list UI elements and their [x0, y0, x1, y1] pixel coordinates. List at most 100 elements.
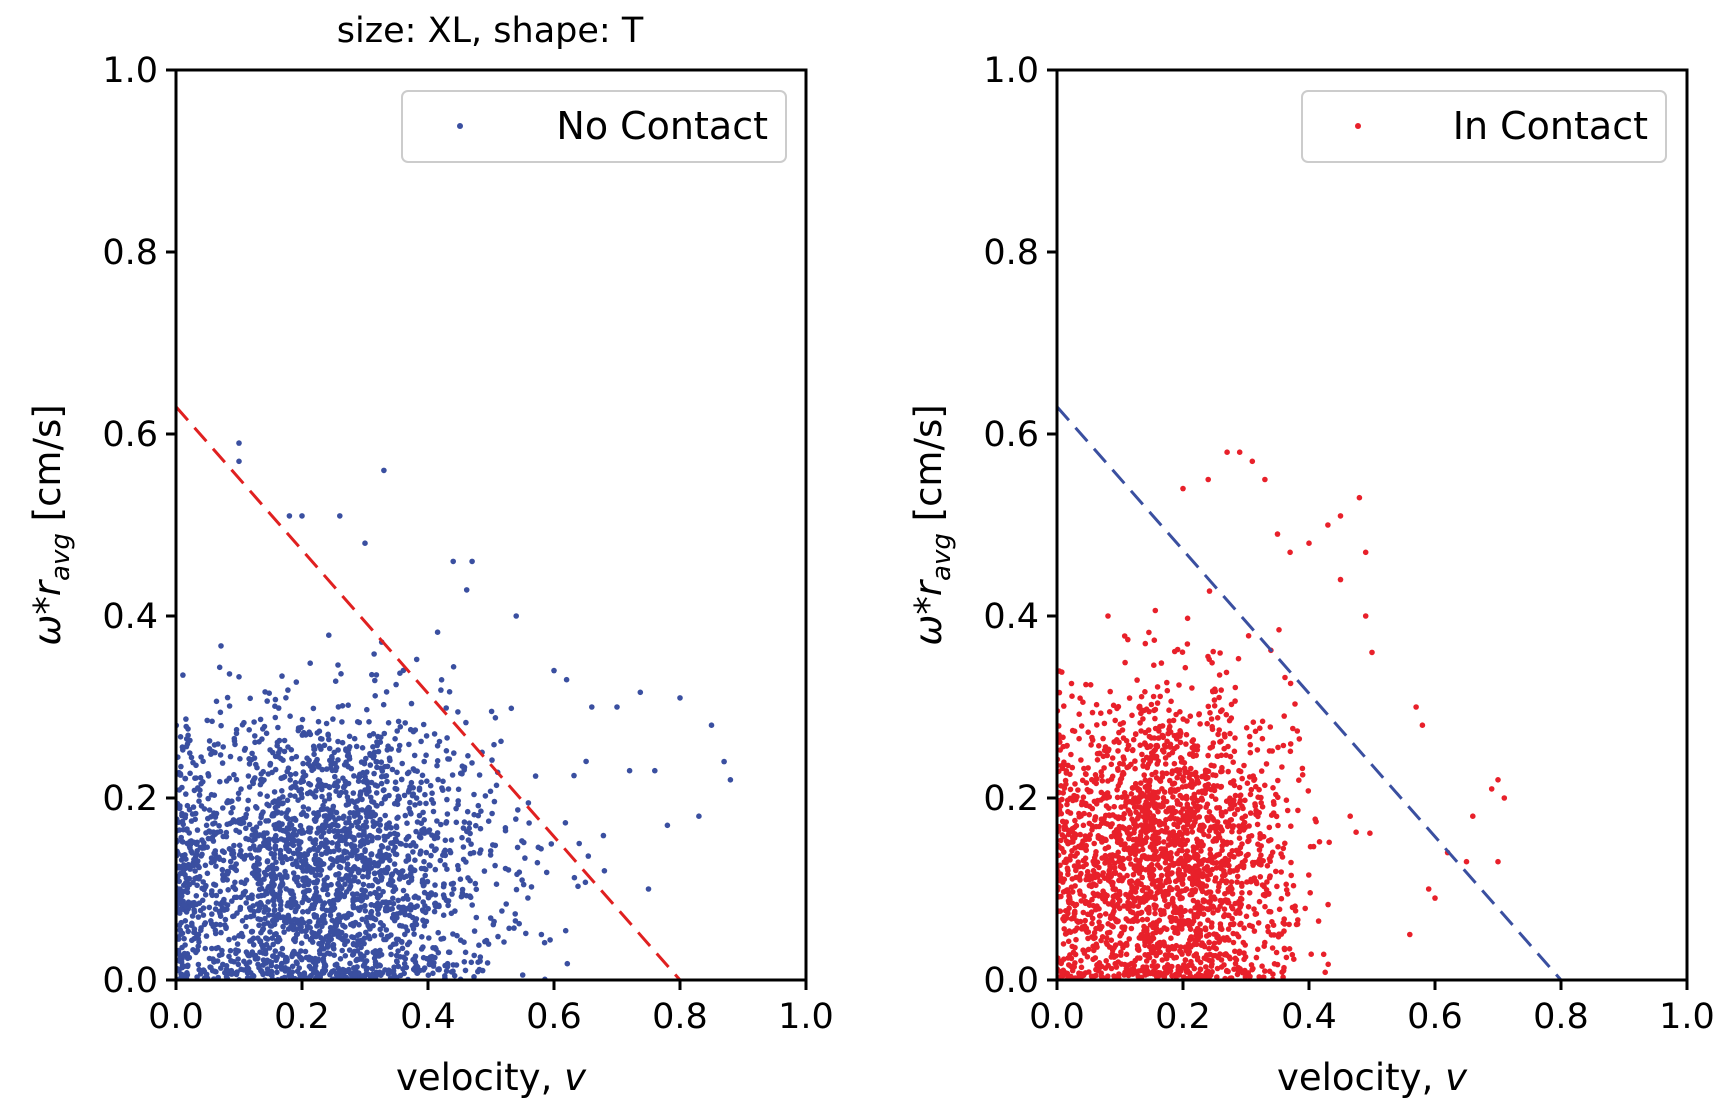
scatter-point	[1182, 957, 1189, 963]
scatter-point	[280, 923, 286, 930]
scatter-point	[1225, 912, 1231, 919]
scatter-point	[516, 869, 523, 875]
scatter-point	[388, 825, 394, 831]
scatter-point	[324, 944, 331, 950]
scatter-point	[1093, 701, 1100, 708]
scatter-point	[277, 914, 284, 921]
scatter-point	[1085, 935, 1091, 942]
scatter-point	[502, 827, 509, 834]
y-tick-label: 0.8	[102, 233, 158, 273]
scatter-point	[443, 748, 450, 754]
scatter-point	[391, 861, 398, 867]
scatter-point	[346, 886, 353, 892]
scatter-point	[1139, 846, 1146, 853]
scatter-point	[1159, 774, 1166, 780]
scatter-point	[1068, 751, 1074, 758]
scatter-point	[1126, 892, 1132, 898]
scatter-point	[1179, 923, 1185, 929]
scatter-point	[312, 892, 318, 899]
scatter-point	[383, 936, 389, 943]
scatter-point	[1274, 961, 1281, 968]
scatter-point	[254, 901, 261, 907]
y-tick-label: 0.4	[102, 597, 158, 637]
scatter-point	[314, 730, 321, 736]
scatter-point	[330, 944, 337, 951]
scatter-point	[227, 799, 233, 805]
scatter-point	[313, 872, 320, 878]
scatter-point	[261, 892, 267, 898]
scatter-point	[1163, 770, 1170, 777]
scatter-point	[199, 837, 205, 843]
scatter-point	[1157, 907, 1164, 914]
scatter-point	[311, 857, 318, 863]
scatter-point	[257, 938, 264, 944]
scatter-point	[458, 893, 465, 900]
scatter-point	[306, 878, 312, 884]
scatter-point	[355, 869, 362, 876]
scatter-point	[406, 879, 412, 886]
scatter-point	[1157, 693, 1163, 700]
scatter-point	[341, 848, 348, 854]
scatter-point	[1210, 838, 1216, 844]
scatter-point	[1236, 823, 1242, 829]
scatter-point	[298, 779, 304, 785]
scatter-point	[262, 915, 268, 922]
scatter-point	[399, 904, 405, 911]
scatter-point	[1059, 845, 1065, 852]
scatter-point	[562, 927, 569, 934]
scatter-point	[202, 920, 209, 926]
scatter-point	[258, 929, 264, 936]
scatter-point	[1227, 753, 1234, 760]
scatter-point	[1168, 935, 1174, 941]
scatter-point	[1145, 854, 1152, 860]
scatter-point	[1105, 844, 1112, 850]
scatter-point	[300, 729, 307, 736]
scatter-point	[1057, 862, 1063, 869]
scatter-point	[1138, 932, 1144, 938]
scatter-point	[321, 742, 328, 749]
scatter-point	[233, 950, 239, 957]
scatter-point	[408, 902, 414, 908]
scatter-point	[1190, 844, 1197, 850]
scatter-point	[460, 844, 467, 850]
scatter-point	[1170, 945, 1176, 952]
scatter-point	[319, 736, 325, 742]
scatter-point	[1167, 723, 1173, 730]
scatter-point	[329, 968, 336, 975]
scatter-point	[402, 931, 408, 938]
scatter-point	[1196, 711, 1202, 717]
scatter-point	[271, 902, 277, 908]
scatter-point	[265, 899, 271, 905]
scatter-point	[1209, 859, 1215, 865]
scatter-point	[1081, 810, 1087, 817]
scatter-point	[1112, 860, 1118, 867]
scatter-point	[445, 786, 452, 792]
scatter-point	[262, 837, 268, 843]
scatter-point	[1142, 689, 1148, 695]
scatter-point	[186, 954, 193, 961]
scatter-point	[1135, 968, 1142, 974]
scatter-point	[1089, 827, 1095, 833]
scatter-point	[1065, 972, 1071, 979]
scatter-point	[1123, 916, 1129, 922]
scatter-point	[432, 866, 439, 873]
scatter-point	[347, 960, 353, 967]
scatter-point	[1204, 720, 1210, 727]
scatter-point	[410, 956, 416, 963]
scatter-point	[411, 752, 418, 759]
scatter-point	[1367, 830, 1373, 836]
scatter-point	[419, 772, 426, 779]
scatter-point	[1069, 889, 1076, 895]
scatter-point	[364, 949, 370, 956]
scatter-point	[487, 848, 494, 854]
scatter-point	[1162, 755, 1169, 761]
scatter-point	[1291, 956, 1297, 962]
scatter-point	[307, 731, 314, 738]
scatter-point	[1228, 904, 1235, 910]
scatter-point	[417, 851, 423, 857]
scatter-point	[400, 966, 406, 972]
scatter-point	[490, 921, 497, 928]
scatter-point	[1093, 925, 1099, 932]
scatter-point	[1108, 833, 1115, 840]
